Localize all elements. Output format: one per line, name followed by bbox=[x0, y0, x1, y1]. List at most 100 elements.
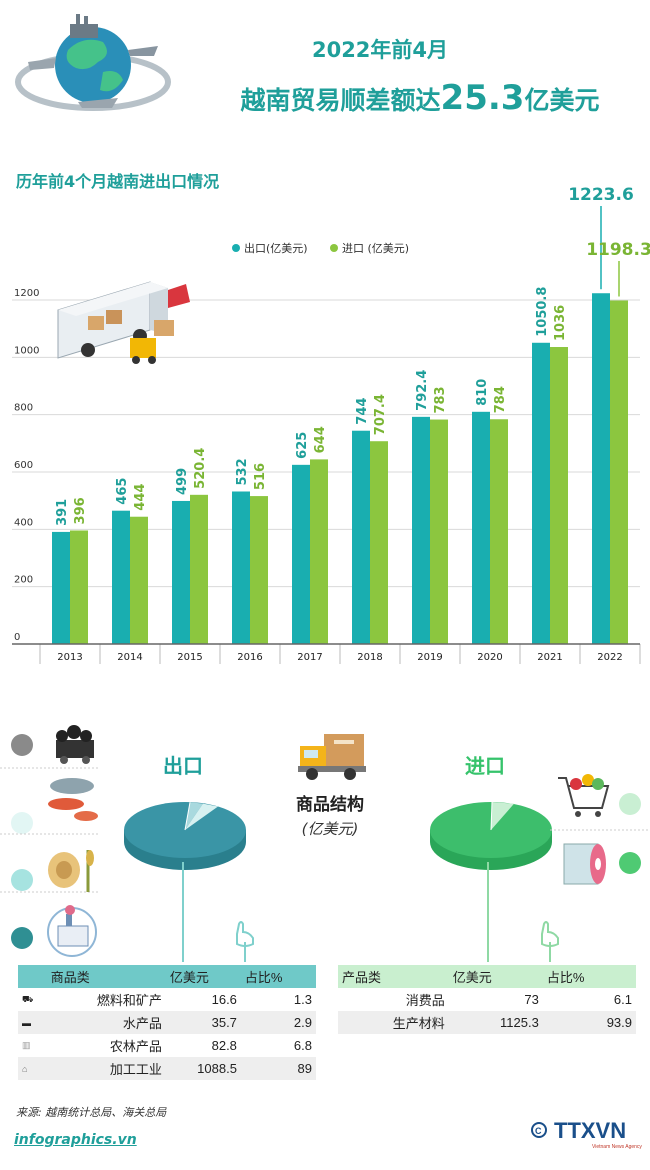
bar bbox=[592, 293, 610, 644]
value-label: 391 bbox=[55, 499, 70, 526]
bar bbox=[172, 500, 190, 644]
x-tick-label: 2018 bbox=[357, 652, 382, 663]
globe-logistics-icon bbox=[15, 14, 171, 111]
factory-icon bbox=[47, 905, 97, 957]
bar bbox=[130, 516, 148, 644]
category-name: 燃料和矿产 bbox=[96, 993, 162, 1008]
value-label: 1198.3 bbox=[586, 240, 650, 260]
value-label: 532 bbox=[235, 458, 250, 485]
category-value: 1125.3 bbox=[500, 1015, 539, 1030]
agriculture-icon bbox=[48, 850, 94, 892]
category-value: 16.6 bbox=[211, 992, 237, 1007]
section-title: 历年前4个月越南进出口情况 bbox=[16, 172, 220, 191]
legend-label: 出口(亿美元) bbox=[244, 241, 308, 255]
y-tick-label: 600 bbox=[14, 460, 33, 471]
category-share: 1.3 bbox=[293, 992, 312, 1007]
column-header: 亿美元 bbox=[169, 970, 209, 985]
coal-cart-icon bbox=[56, 725, 94, 764]
value-label: 783 bbox=[433, 386, 448, 413]
category-value: 35.7 bbox=[211, 1015, 237, 1030]
page-title-year: 2022年前4月 bbox=[311, 38, 449, 62]
bar bbox=[250, 496, 268, 644]
agriculture-icon: ▥ bbox=[22, 1040, 31, 1050]
site-link[interactable]: infographics.vn bbox=[14, 1132, 137, 1148]
export-table-header: 商品类 亿美元 占比% bbox=[18, 965, 316, 988]
value-label: 744 bbox=[355, 398, 370, 425]
bar bbox=[412, 416, 430, 644]
bar bbox=[70, 530, 88, 644]
x-tick-label: 2022 bbox=[597, 652, 622, 663]
value-label: 444 bbox=[133, 484, 148, 511]
bar bbox=[310, 459, 328, 644]
value-label: 1036 bbox=[553, 305, 568, 341]
legend-marker bbox=[330, 244, 338, 252]
bar bbox=[430, 419, 448, 644]
x-tick-label: 2020 bbox=[477, 652, 502, 663]
x-tick-label: 2017 bbox=[297, 652, 322, 663]
truck-icon bbox=[57, 281, 190, 364]
ttxvn-logo: C TTXVN Vietnam News Agency bbox=[531, 1118, 642, 1150]
value-label: 516 bbox=[253, 463, 268, 490]
structure-unit: (亿美元) bbox=[301, 820, 359, 838]
logo-subtext: Vietnam News Agency bbox=[592, 1144, 642, 1150]
column-header: 亿美元 bbox=[452, 970, 492, 985]
value-label: 465 bbox=[115, 478, 130, 505]
title-prefix: 越南贸易顺差额达 bbox=[240, 86, 441, 115]
y-tick-label: 200 bbox=[14, 575, 33, 586]
category-name: 消费品 bbox=[405, 993, 445, 1008]
x-tick-label: 2015 bbox=[177, 652, 202, 663]
y-tick-label: 1000 bbox=[14, 345, 39, 356]
category-name: 加工工业 bbox=[109, 1062, 162, 1077]
seafood-icon bbox=[48, 778, 98, 821]
coal-cart-icon: ⛟ bbox=[22, 993, 34, 1004]
y-tick-label: 0 bbox=[14, 632, 20, 643]
table-row: ⌂ 加工工业 1088.5 89 bbox=[18, 1057, 316, 1080]
export-title: 出口 bbox=[163, 754, 203, 778]
category-share: 93.9 bbox=[606, 1015, 632, 1030]
y-tick-label: 400 bbox=[14, 517, 33, 528]
x-tick-label: 2016 bbox=[237, 652, 262, 663]
x-tick-label: 2019 bbox=[417, 652, 442, 663]
bar-chart: 391 396 465 444 499 520.4 532 516 625 644 744 707.4… bbox=[12, 185, 650, 664]
export-pie-chart bbox=[124, 802, 246, 870]
page-title: 越南贸易顺差额达25.3亿美元 bbox=[210, 78, 630, 118]
import-category-icons bbox=[550, 774, 650, 885]
hand-pointer-icon bbox=[541, 921, 559, 947]
fabric-roll-icon bbox=[563, 843, 606, 885]
value-label: 792.4 bbox=[415, 370, 430, 411]
logo-text: TTXVN bbox=[554, 1118, 626, 1143]
legend-label: 进口 (亿美元) bbox=[342, 242, 409, 255]
value-label: 707.4 bbox=[373, 394, 388, 435]
export-table: 商品类 亿美元 占比% ⛟ 燃料和矿产 16.6 1.3 ▬ 水产品 35.7 … bbox=[18, 965, 316, 1080]
table-row: ▬ 水产品 35.7 2.9 bbox=[18, 1011, 316, 1034]
bar bbox=[292, 464, 310, 644]
y-tick-label: 800 bbox=[14, 403, 33, 414]
structure-title: 商品结构 bbox=[296, 795, 364, 815]
value-label: 1223.6 bbox=[568, 185, 634, 205]
hand-pointer-icon bbox=[236, 921, 254, 947]
bar bbox=[112, 510, 130, 644]
table-row: 消费品 73 6.1 bbox=[338, 988, 636, 1011]
x-tick-label: 2014 bbox=[117, 652, 142, 663]
bar bbox=[550, 347, 568, 644]
category-value: 73 bbox=[524, 992, 539, 1007]
source-note: 来源: 越南统计总局、海关总局 bbox=[16, 1106, 167, 1119]
category-share: 6.1 bbox=[613, 992, 632, 1007]
bar bbox=[490, 419, 508, 644]
category-name: 生产材料 bbox=[392, 1016, 445, 1031]
svg-text:C: C bbox=[535, 1126, 542, 1136]
import-table: 产品类 亿美元 占比% 消费品 73 6.1 生产材料 1125.3 93.9 bbox=[338, 965, 636, 1034]
x-tick-label: 2013 bbox=[57, 652, 82, 663]
value-label: 499 bbox=[175, 468, 190, 495]
category-name: 农林产品 bbox=[109, 1039, 162, 1054]
import-table-header: 产品类 亿美元 占比% bbox=[338, 965, 636, 988]
category-value: 82.8 bbox=[211, 1038, 237, 1053]
value-label: 784 bbox=[493, 386, 508, 413]
import-pie-chart bbox=[430, 801, 552, 870]
bar bbox=[370, 441, 388, 644]
bar bbox=[610, 300, 628, 644]
table-row: 生产材料 1125.3 93.9 bbox=[338, 1011, 636, 1034]
column-header: 占比% bbox=[546, 970, 585, 985]
bar bbox=[352, 430, 370, 644]
category-share: 2.9 bbox=[293, 1015, 312, 1030]
